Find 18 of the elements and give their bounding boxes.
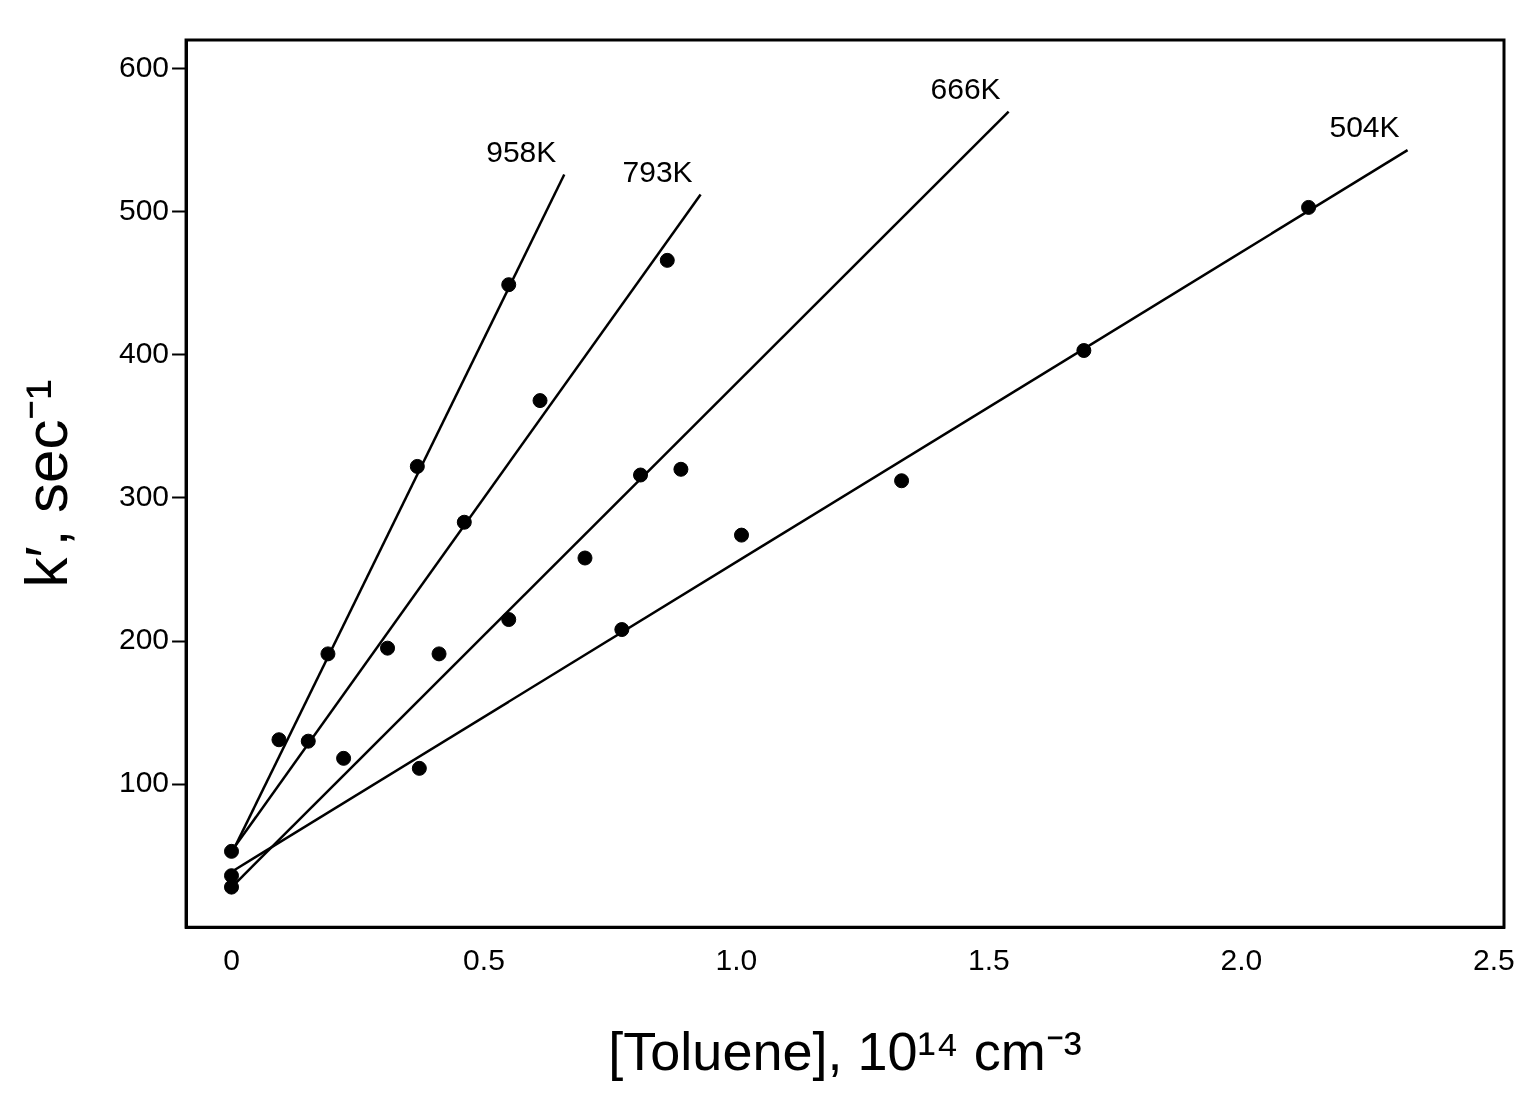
y-axis-title: k′, sec⁻¹ (12, 379, 80, 588)
x-tick-label: 1.0 (715, 943, 758, 977)
x-axis-title: [Toluene], 10¹⁴ cm⁻³ (608, 1021, 1082, 1082)
y-tick-label: 200 (118, 622, 170, 656)
x-tick-label: 0 (223, 943, 240, 977)
y-tick-label: 400 (118, 336, 170, 370)
x-tick-label: 2.5 (1473, 943, 1515, 977)
series-label: 666K (930, 71, 1001, 105)
x-tick-label: 0.5 (463, 943, 505, 977)
series-label: 958K (486, 134, 557, 168)
y-tick-label: 600 (118, 49, 170, 83)
x-tick-label: 2.0 (1220, 943, 1263, 977)
x-tick-label: 1.5 (968, 943, 1010, 977)
series-label: 793K (622, 154, 693, 188)
y-tick-label: 300 (118, 479, 170, 513)
y-tick-label: 100 (118, 765, 170, 799)
y-tick-label: 500 (118, 192, 170, 226)
series-label: 504K (1329, 110, 1400, 144)
